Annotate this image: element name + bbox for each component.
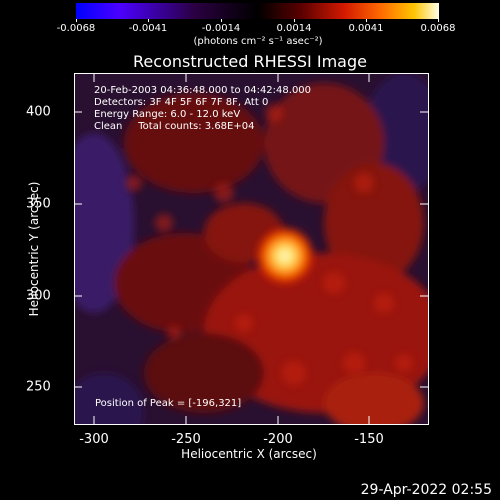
y-tick-label: 350	[26, 196, 51, 212]
peak-position-label: Position of Peak = [-196,321]	[95, 398, 242, 409]
info-line-detectors: Detectors: 3F 4F 5F 6F 7F 8F, Att 0	[94, 97, 269, 108]
colorbar-tick-label: -0.0068	[56, 23, 96, 34]
colorbar-tick-label: 0.0014	[276, 23, 312, 34]
colorbar-tick-mark	[148, 19, 149, 22]
colorbar-tick-label: 0.0041	[348, 23, 384, 34]
colorbar-tick-mark	[438, 19, 439, 22]
colorbar-tick-mark	[294, 19, 295, 22]
colorbar-tick-label: -0.0041	[128, 23, 168, 34]
flare-source	[255, 226, 315, 286]
x-tick-label: -150	[354, 432, 384, 447]
rhessi-image	[74, 73, 428, 424]
y-tick-label: 250	[26, 379, 51, 395]
y-axis-label: Heliocentric Y (arcsec)	[27, 181, 41, 317]
datestamp: 29-Apr-2022 02:55	[360, 482, 492, 498]
colorbar-units: (photons cm⁻² s⁻¹ asec⁻²)	[193, 36, 323, 47]
info-line-time: 20-Feb-2003 04:36:48.000 to 04:42:48.000	[94, 85, 312, 96]
y-tick-label: 400	[26, 104, 51, 120]
info-line-energy: Energy Range: 6.0 - 12.0 keV	[94, 109, 241, 120]
colorbar	[76, 3, 439, 19]
colorbar-tick-mark	[76, 19, 77, 22]
y-tick-label: 300	[26, 288, 51, 304]
x-tick-label: -250	[171, 432, 201, 447]
plot-title: Reconstructed RHESSI Image	[133, 52, 367, 71]
x-tick-label: -300	[79, 432, 109, 447]
rhessi-image-map	[74, 73, 428, 424]
info-line-clean: Clean Total counts: 3.68E+04	[94, 121, 255, 132]
colorbar-tick-mark	[221, 19, 222, 22]
x-axis-label: Heliocentric X (arcsec)	[181, 447, 317, 461]
colorbar-tick-mark	[366, 19, 367, 22]
x-tick-label: -200	[263, 432, 293, 447]
colorbar-tick-label: 0.0068	[420, 23, 456, 34]
colorbar-tick-label: -0.0014	[201, 23, 241, 34]
